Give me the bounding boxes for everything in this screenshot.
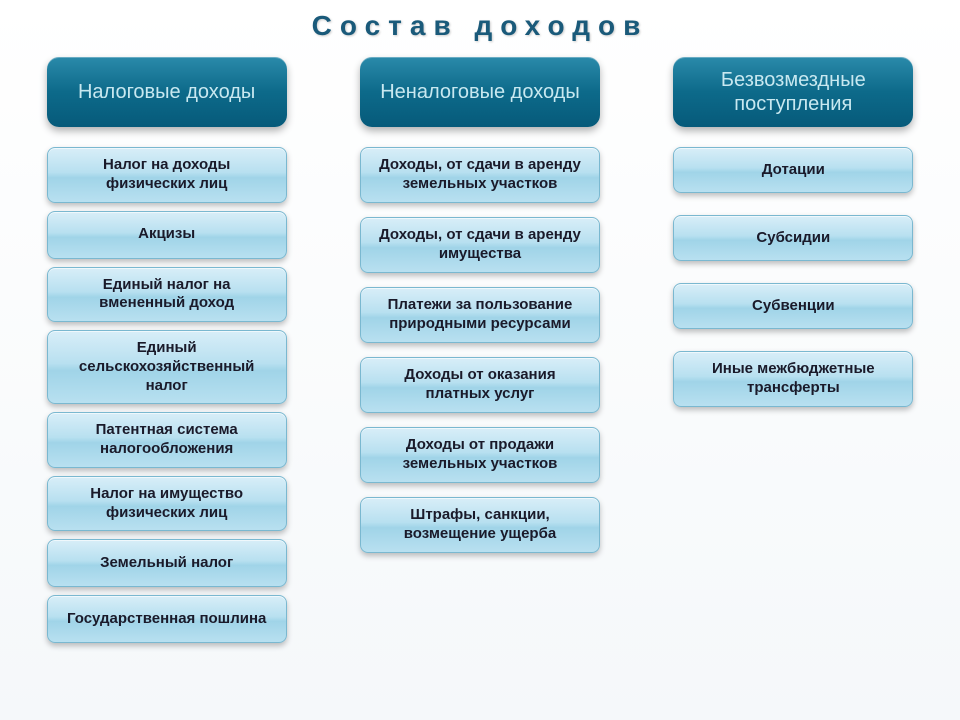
income-item: Акцизы: [47, 211, 287, 259]
income-item: Единый сельскохозяйственный налог: [47, 330, 287, 404]
income-item: Субсидии: [673, 215, 913, 261]
income-item: Государственная пошлина: [47, 595, 287, 643]
income-item: Дотации: [673, 147, 913, 193]
column-tax-income: Налоговые доходы Налог на доходы физичес…: [20, 57, 313, 651]
income-item: Доходы, от сдачи в аренду имущества: [360, 217, 600, 273]
income-item: Земельный налог: [47, 539, 287, 587]
column-header: Налоговые доходы: [47, 57, 287, 127]
income-item: Доходы, от сдачи в аренду земельных учас…: [360, 147, 600, 203]
column-header: Неналоговые доходы: [360, 57, 600, 127]
income-item: Иные межбюджетные трансферты: [673, 351, 913, 407]
income-item: Патентная система налогообложения: [47, 412, 287, 468]
income-item: Штрафы, санкции, возмещение ущерба: [360, 497, 600, 553]
income-item: Доходы от продажи земельных участков: [360, 427, 600, 483]
income-item: Единый налог на вмененный доход: [47, 267, 287, 323]
column-header: Безвозмездные поступления: [673, 57, 913, 127]
income-item: Субвенции: [673, 283, 913, 329]
income-item: Доходы от оказания платных услуг: [360, 357, 600, 413]
income-item: Налог на доходы физических лиц: [47, 147, 287, 203]
column-gratuitous-receipts: Безвозмездные поступления Дотации Субсид…: [647, 57, 940, 651]
income-item: Налог на имущество физических лиц: [47, 476, 287, 532]
page-title: Состав доходов: [20, 10, 940, 42]
column-nontax-income: Неналоговые доходы Доходы, от сдачи в ар…: [333, 57, 626, 651]
columns-container: Налоговые доходы Налог на доходы физичес…: [20, 57, 940, 651]
income-item: Платежи за пользование природными ресурс…: [360, 287, 600, 343]
